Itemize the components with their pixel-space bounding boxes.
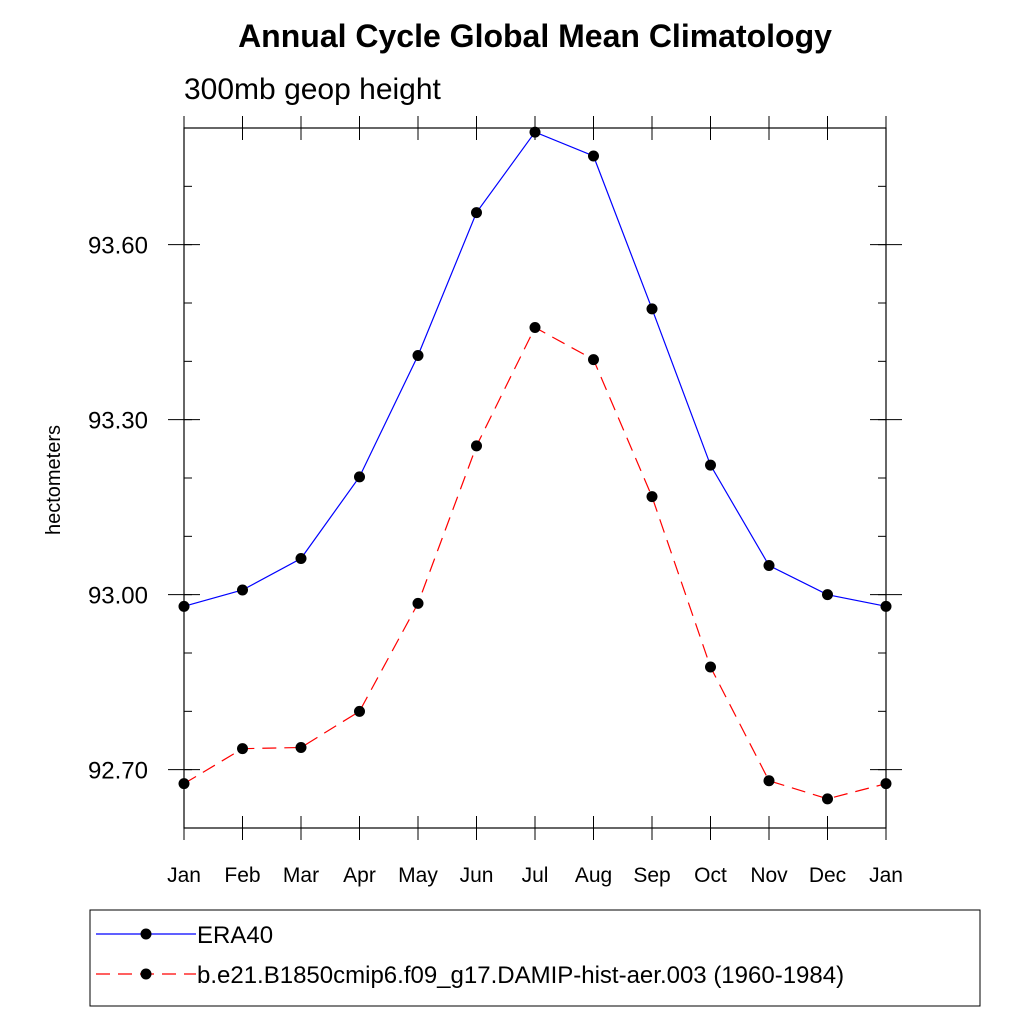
series-1-point	[705, 459, 716, 471]
x-tick-label: May	[398, 864, 438, 887]
series-line-1	[183, 131, 887, 607]
legend-label-1: ERA40	[197, 922, 273, 949]
series-2-point	[237, 743, 248, 755]
plot-frame	[183, 127, 887, 829]
legend-label-2: b.e21.B1850cmip6.f09_g17.DAMIP-hist-aer.…	[197, 962, 844, 989]
series-1-point	[646, 303, 658, 315]
series-line-2	[183, 326, 887, 800]
x-tick-label: Oct	[694, 864, 727, 887]
series-1-point	[529, 126, 541, 138]
series-1-point	[763, 560, 775, 571]
legend-marker-1	[140, 928, 152, 940]
y-axis-label: hectometers	[43, 425, 65, 535]
x-tick-label: Jun	[460, 864, 494, 887]
series-2-point	[471, 440, 482, 452]
y-tick-label: 93.30	[88, 408, 148, 435]
series-2-point	[763, 775, 775, 787]
series-1-point	[588, 150, 599, 162]
legend-box	[89, 909, 981, 1007]
labels-layer: Jan Feb Mar Apr May Jun Jul Aug Sep Oct Nov Dec Jan 9…	[88, 233, 903, 887]
x-tick-label: Mar	[283, 864, 319, 887]
series-2-point	[354, 705, 365, 717]
chart-title: Annual Cycle Global Mean Climatology	[238, 18, 832, 54]
x-tick-label: Jan	[869, 864, 903, 887]
x-tick-label: Jan	[167, 864, 201, 887]
series-1-point	[412, 350, 424, 361]
series-1-point	[237, 584, 248, 596]
series-layer	[178, 126, 892, 805]
x-tick-label: Dec	[809, 864, 846, 887]
x-tick-label: Jul	[522, 864, 549, 887]
x-tick-label: Feb	[224, 864, 260, 887]
x-tick-label: Aug	[575, 864, 612, 887]
series-2-point	[529, 322, 541, 333]
series-2-point	[412, 597, 424, 609]
chart-subtitle: 300mb geop height	[184, 73, 442, 106]
series-2-point	[822, 793, 833, 805]
legend: ERA40 b.e21.B1850cmip6.f09_g17.DAMIP-hist…	[96, 922, 844, 989]
series-1-point	[471, 207, 482, 219]
series-2-point	[295, 742, 307, 753]
series-1-point	[354, 471, 365, 483]
series-1-point	[822, 589, 833, 601]
series-2-point	[646, 491, 658, 503]
y-tick-label: 92.70	[88, 758, 148, 785]
x-tick-label: Nov	[750, 864, 788, 887]
x-tick-label: Sep	[633, 864, 670, 887]
series-1-point	[295, 553, 307, 564]
y-tick-label: 93.00	[88, 583, 148, 610]
legend-marker-2	[140, 968, 152, 980]
ticks-layer	[168, 116, 902, 840]
series-2-point	[705, 661, 716, 673]
x-tick-label: Apr	[343, 864, 376, 887]
y-tick-label: 93.60	[88, 233, 148, 260]
series-2-point	[588, 354, 599, 366]
